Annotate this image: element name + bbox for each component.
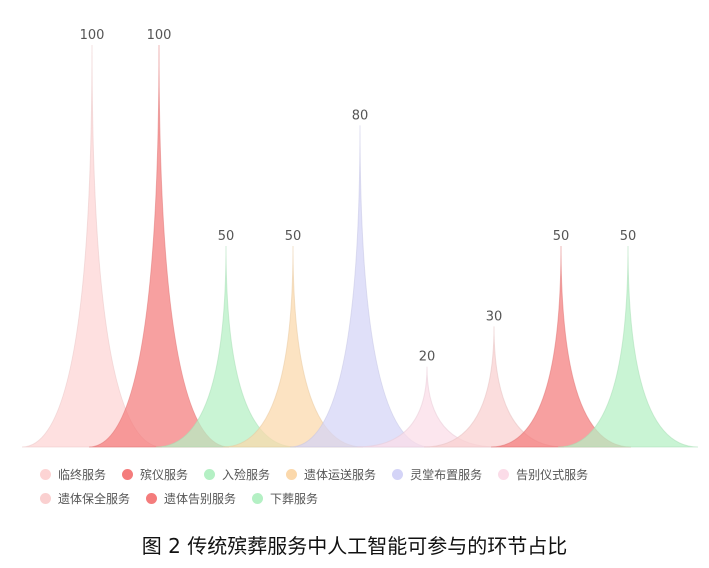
legend-swatch (122, 468, 134, 480)
data-label-6: 20 (419, 350, 436, 365)
data-label-2: 100 (147, 28, 172, 43)
legend-item-9[interactable]: 下葬服务 (252, 490, 318, 506)
legend-item-4[interactable]: 遗体运送服务 (286, 466, 376, 482)
data-label-1: 100 (80, 28, 105, 43)
legend-label: 遗体告别服务 (164, 491, 237, 506)
legend-label: 遗体运送服务 (304, 467, 377, 482)
legend-swatch (40, 492, 51, 504)
data-label-7: 30 (486, 309, 503, 324)
legend-label: 遗体保全服务 (58, 491, 131, 506)
peak-5 (289, 125, 431, 448)
legend-label: 入殓服务 (222, 467, 271, 482)
legend-swatch (146, 492, 158, 504)
legend-label: 殡仪服务 (140, 467, 189, 482)
legend-swatch (392, 468, 404, 480)
chart-data-labels: 100 100 50 50 80 20 30 50 50 (80, 28, 637, 365)
legend-swatch (204, 468, 216, 480)
figure-caption: 图 2 传统殡葬服务中人工智能可参与的环节占比 (141, 534, 568, 558)
legend-item-2[interactable]: 殡仪服务 (122, 466, 188, 482)
legend-label: 灵堂布置服务 (410, 467, 483, 482)
legend-swatch (40, 468, 51, 480)
chart-peaks (21, 44, 699, 448)
data-label-5: 80 (352, 108, 369, 123)
legend-swatch (286, 468, 298, 480)
legend-swatch (252, 492, 264, 504)
data-label-3: 50 (218, 229, 235, 244)
chart-plot-area: 100 100 50 50 80 20 30 50 50 (21, 28, 699, 448)
data-label-4: 50 (285, 229, 302, 244)
legend-item-5[interactable]: 灵堂布置服务 (392, 466, 482, 482)
legend-item-1[interactable]: 临终服务 (40, 466, 106, 482)
legend-item-7[interactable]: 遗体保全服务 (40, 490, 130, 506)
data-label-8: 50 (553, 229, 570, 244)
legend-label: 临终服务 (58, 467, 107, 482)
peak-2 (88, 44, 230, 448)
peak-9 (557, 245, 699, 448)
legend-label: 下葬服务 (270, 491, 319, 506)
chart-legend: 临终服务 殡仪服务 入殓服务 遗体运送服务 灵堂布置服务 告别仪式服务遗体保全服务 遗体告别… (40, 466, 700, 506)
legend-label: 告别仪式服务 (516, 467, 589, 482)
legend-swatch (498, 468, 510, 480)
legend-item-3[interactable]: 入殓服务 (204, 466, 270, 482)
legend-item-8[interactable]: 遗体告别服务 (146, 490, 236, 506)
legend-item-6[interactable]: 告别仪式服务 (498, 466, 588, 482)
data-label-9: 50 (620, 229, 637, 244)
